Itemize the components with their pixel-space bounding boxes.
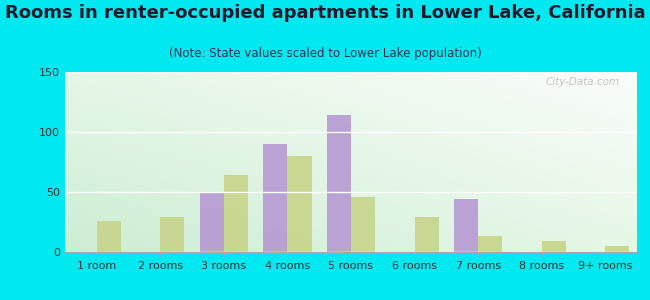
Bar — [541, 241, 566, 252]
Bar — [224, 175, 248, 252]
Bar — [351, 197, 375, 252]
Bar — [97, 221, 121, 252]
Bar — [478, 236, 502, 252]
Text: Rooms in renter-occupied apartments in Lower Lake, California: Rooms in renter-occupied apartments in L… — [5, 4, 645, 22]
Legend: Lower Lake, California: Lower Lake, California — [240, 298, 462, 300]
Text: City-Data.com: City-Data.com — [546, 77, 620, 87]
Bar — [327, 115, 351, 252]
Bar — [454, 199, 478, 252]
Bar — [161, 217, 185, 252]
Text: (Note: State values scaled to Lower Lake population): (Note: State values scaled to Lower Lake… — [168, 46, 482, 59]
Bar — [415, 217, 439, 252]
Bar — [287, 156, 311, 252]
Bar — [263, 144, 287, 252]
Bar — [200, 192, 224, 252]
Bar — [605, 246, 629, 252]
